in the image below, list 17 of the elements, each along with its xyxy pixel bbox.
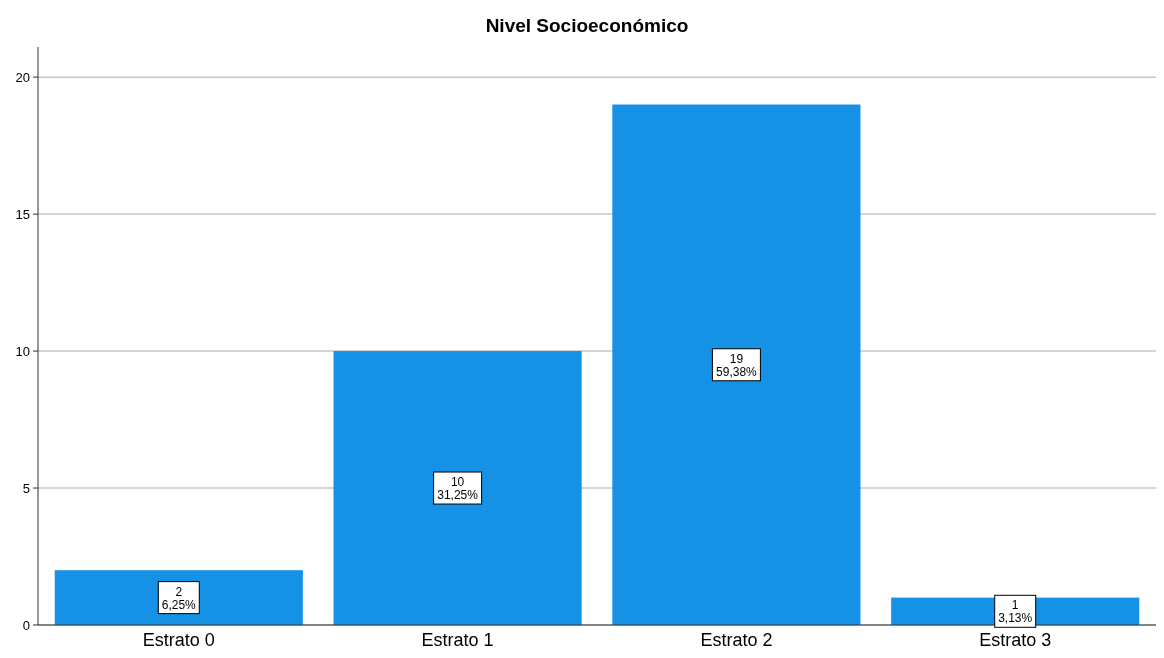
x-tick-label: Estrato 1 — [421, 630, 494, 650]
chart-title: Nivel Socioeconómico — [485, 15, 689, 36]
y-tick-label: 0 — [22, 617, 30, 633]
data-label: 1 3,13% — [998, 598, 1033, 626]
data-label: 2 6,25% — [161, 584, 197, 612]
x-tick-label: Estrato 2 — [700, 630, 773, 650]
y-tick-label: 20 — [15, 69, 30, 85]
data-label: 19 59,38% — [716, 351, 758, 379]
bar — [333, 351, 582, 625]
data-label: 10 31,25% — [437, 475, 479, 503]
bar — [54, 570, 303, 625]
bar — [612, 104, 861, 625]
x-tick-label: Estrato 3 — [979, 630, 1052, 650]
y-tick-label: 10 — [15, 343, 30, 359]
y-tick-label: 5 — [22, 480, 30, 496]
y-tick-label: 15 — [15, 206, 30, 222]
x-tick-label: Estrato 0 — [142, 630, 215, 650]
